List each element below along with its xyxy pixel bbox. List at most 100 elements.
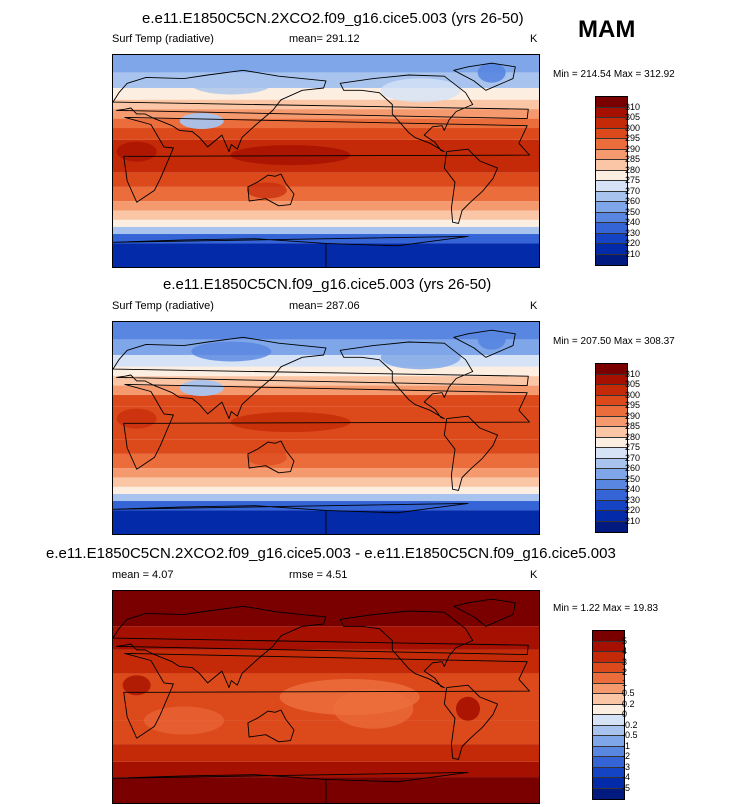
colorbar-swatch: [596, 521, 627, 532]
colorbar-swatch: [596, 469, 627, 480]
colorbar-tick-label: 280: [625, 431, 641, 442]
colorbar-tick-label: 240: [625, 484, 641, 494]
colorbar-tick-label: 1: [622, 677, 628, 688]
colorbar-tick-label: 290: [625, 143, 641, 154]
colorbar-swatch: [593, 725, 624, 736]
colorbar-swatch: [593, 652, 624, 663]
colorbar-swatch: [596, 212, 627, 223]
colorbar-tick-label: 260: [625, 196, 641, 206]
colorbar-tick-label: -1: [622, 740, 631, 751]
colorbar-tick-label: -4: [622, 772, 631, 782]
colorbar-swatch: [596, 202, 627, 213]
colorbar-swatch: [593, 715, 624, 726]
colorbar-swatch: [596, 233, 627, 244]
colorbar-swatch: [596, 385, 627, 396]
colorbar-tick-label: 305: [625, 379, 641, 389]
colorbar-tick-label: 4: [622, 646, 628, 656]
panel-1-title: e.e11.E1850C5CN.2XCO2.f09_g16.cice5.003 …: [142, 10, 524, 27]
colorbar-swatch: [593, 683, 624, 694]
colorbar-swatch: [596, 170, 627, 181]
colorbar-swatch: [596, 128, 627, 139]
colorbar-tick-label: 285: [625, 421, 641, 431]
panel-3-map: [112, 590, 540, 804]
colorbar-tick-label: 300: [625, 122, 641, 133]
panel-1-variable: Surf Temp (radiative): [112, 33, 214, 45]
panel-3-rmse: rmse = 4.51: [289, 569, 348, 581]
colorbar-tick-label: 0.2: [622, 698, 635, 709]
colorbar-tick-label: 270: [625, 185, 641, 196]
season-label: MAM: [578, 16, 636, 43]
colorbar-swatch: [596, 149, 627, 160]
colorbar-swatch: [593, 694, 624, 705]
colorbar-tick-label: 310: [625, 368, 641, 379]
colorbar-tick-label: 275: [625, 442, 641, 452]
colorbar-swatch: [596, 107, 627, 118]
colorbar-swatch: [593, 778, 624, 789]
colorbar-swatch: [593, 788, 624, 799]
colorbar-swatch: [596, 97, 627, 108]
panel-3-colorbar: [592, 630, 625, 800]
colorbar-swatch: [596, 395, 627, 406]
colorbar-swatch: [596, 374, 627, 385]
panel-3-mean: mean = 4.07: [112, 569, 174, 581]
panel-2-map: [112, 321, 540, 535]
colorbar-tick-label: 305: [625, 112, 641, 122]
colorbar-tick-label: 250: [625, 473, 641, 484]
colorbar-swatch: [596, 244, 627, 255]
colorbar-swatch: [596, 416, 627, 427]
colorbar-swatch: [593, 662, 624, 673]
colorbar-swatch: [593, 673, 624, 684]
colorbar-tick-label: 220: [625, 505, 641, 515]
colorbar-tick-label: 2: [622, 667, 628, 677]
colorbar-swatch: [593, 757, 624, 768]
colorbar-swatch: [593, 641, 624, 652]
panel-1-units: K: [530, 33, 538, 45]
panel-2-minmax: Min = 207.50 Max = 308.37: [553, 336, 675, 347]
colorbar-swatch: [593, 631, 624, 642]
panel-1-colorbar: [595, 96, 628, 266]
colorbar-tick-label: 270: [625, 452, 641, 463]
colorbar-tick-label: 3: [622, 656, 628, 667]
colorbar-swatch: [596, 427, 627, 438]
colorbar-swatch: [596, 160, 627, 171]
colorbar-tick-label: 210: [625, 248, 641, 259]
panel-3-units: K: [530, 569, 538, 581]
colorbar-tick-label: 290: [625, 410, 641, 421]
panel-1-map: [112, 54, 540, 268]
colorbar-tick-label: 260: [625, 463, 641, 473]
colorbar-swatch: [596, 139, 627, 150]
colorbar-swatch: [596, 437, 627, 448]
panel-2-title: e.e11.E1850C5CN.f09_g16.cice5.003 (yrs 2…: [163, 276, 492, 293]
panel-2-mean: mean= 287.06: [289, 300, 360, 312]
colorbar-swatch: [596, 181, 627, 192]
colorbar-tick-label: 310: [625, 101, 641, 112]
colorbar-tick-label: -0.5: [622, 730, 638, 740]
colorbar-tick-label: 280: [625, 164, 641, 175]
colorbar-tick-label: 300: [625, 389, 641, 400]
colorbar-tick-label: 295: [625, 133, 641, 143]
colorbar-swatch: [596, 458, 627, 469]
colorbar-tick-label: -5: [622, 782, 631, 793]
colorbar-tick-label: 275: [625, 175, 641, 185]
colorbar-swatch: [596, 479, 627, 490]
colorbar-swatch: [596, 118, 627, 129]
colorbar-swatch: [596, 406, 627, 417]
colorbar-tick-label: -3: [622, 761, 631, 772]
panel-2-colorbar: [595, 363, 628, 533]
colorbar-tick-label: -0.2: [622, 719, 638, 730]
panel-3-minmax: Min = 1.22 Max = 19.83: [553, 603, 659, 614]
colorbar-tick-label: 230: [625, 227, 641, 238]
colorbar-tick-label: 285: [625, 154, 641, 164]
colorbar-swatch: [596, 254, 627, 265]
colorbar-swatch: [596, 448, 627, 459]
colorbar-tick-label: 230: [625, 494, 641, 505]
colorbar-tick-label: 240: [625, 217, 641, 227]
colorbar-tick-label: 5: [622, 635, 628, 646]
colorbar-swatch: [596, 490, 627, 501]
colorbar-tick-label: -2: [622, 751, 631, 761]
colorbar-tick-label: 250: [625, 206, 641, 217]
panel-1-mean: mean= 291.12: [289, 33, 360, 45]
panel-2-variable: Surf Temp (radiative): [112, 300, 214, 312]
colorbar-swatch: [593, 767, 624, 778]
panel-1-minmax: Min = 214.54 Max = 312.92: [553, 69, 675, 80]
